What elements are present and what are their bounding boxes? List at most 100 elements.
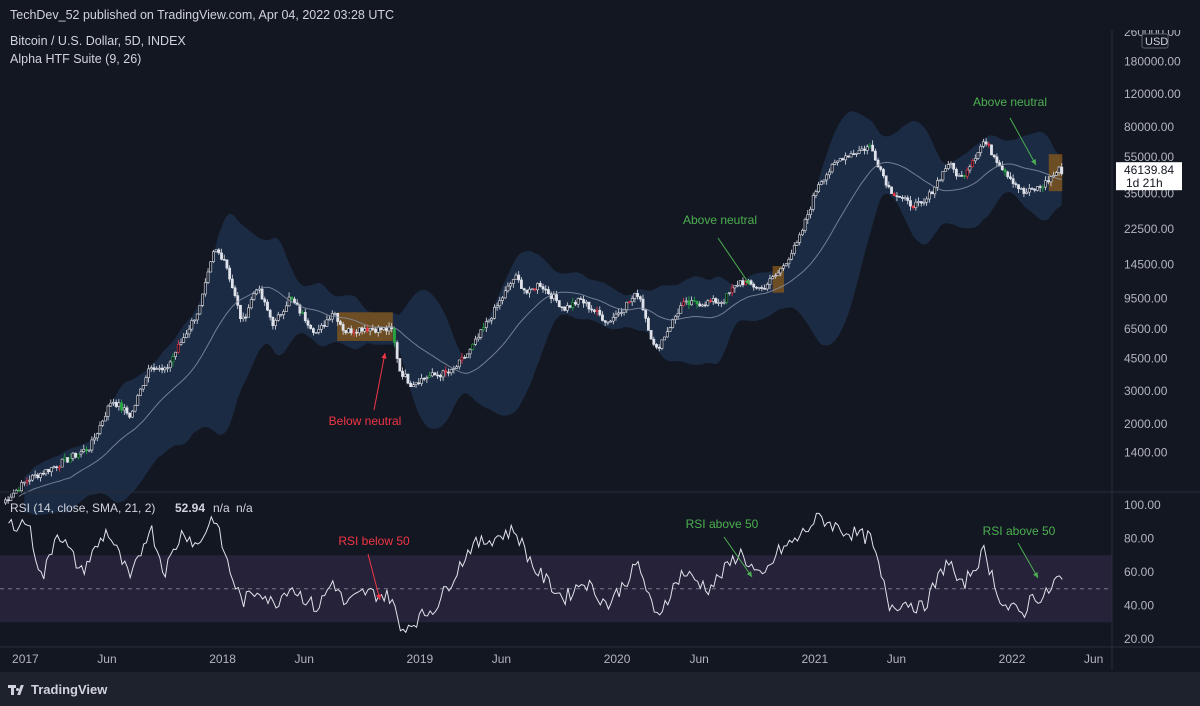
candle-body [187, 328, 191, 335]
tradingview-logo[interactable]: TradingView [8, 682, 107, 697]
candle-body [922, 201, 926, 204]
time-axis-label: 2019 [406, 652, 433, 666]
candle-body [95, 433, 99, 439]
candle-body [525, 289, 529, 294]
candle-body [684, 300, 688, 303]
candle-body [349, 328, 353, 334]
symbol-legend: Bitcoin / U.S. Dollar, 5D, INDEX [10, 34, 186, 48]
candle-body [6, 499, 10, 502]
candle-body [957, 175, 961, 177]
candle-body [360, 327, 364, 332]
candle-body [503, 290, 507, 299]
candle-body [703, 304, 707, 307]
candle-body [114, 401, 118, 407]
candle-body [614, 313, 618, 318]
candle-body [239, 304, 242, 320]
candle-body [322, 324, 326, 327]
candle-body [863, 148, 866, 151]
candle-body [363, 328, 367, 332]
candle-body [12, 492, 15, 498]
candle-body [533, 288, 537, 291]
candle-body [230, 278, 234, 289]
candle-body [468, 348, 472, 355]
candle-body [430, 372, 434, 377]
candle-body [982, 141, 985, 147]
candle-body [220, 252, 223, 260]
candle-body [403, 373, 407, 377]
candle-body [914, 201, 918, 209]
candle-body [890, 186, 893, 194]
candle-body [601, 314, 604, 321]
candle-body [420, 378, 423, 384]
candle-body [274, 320, 277, 326]
candle-body [465, 353, 469, 358]
candle-body [376, 326, 380, 333]
time-axis-label: Jun [887, 652, 906, 666]
rsi-axis-label: 60.00 [1124, 565, 1154, 579]
candle-body [809, 209, 812, 215]
candle-body [90, 439, 94, 451]
chart-svg[interactable]: 260000.00180000.00120000.0080000.0055000… [0, 25, 1200, 670]
candle-body [717, 302, 721, 304]
candle-body [266, 301, 269, 311]
chart-area[interactable]: 260000.00180000.00120000.0080000.0055000… [0, 25, 1200, 670]
price-axis-label: 180000.00 [1124, 55, 1181, 69]
candle-body [876, 159, 880, 168]
candle-body [571, 302, 575, 308]
candle-body [311, 328, 315, 333]
candle-body [1027, 188, 1031, 193]
candle-body [112, 401, 115, 404]
candle-body [31, 474, 34, 481]
candle-body [652, 338, 656, 345]
annotation-rsi-above-1-arrowhead [746, 571, 752, 577]
candle-body [60, 458, 64, 468]
candle-body [263, 298, 267, 303]
candle-body [493, 306, 496, 319]
candle-body [22, 481, 26, 484]
candle-body [1030, 188, 1034, 190]
candle-body [155, 368, 159, 370]
candle-body [636, 293, 639, 297]
candle-body [557, 300, 561, 308]
candle-body [741, 280, 745, 286]
candle-body [563, 306, 567, 311]
candle-body [1044, 180, 1047, 188]
candle-body [787, 258, 791, 265]
candle-body [433, 372, 437, 376]
candle-body [225, 259, 229, 269]
candle-body [798, 234, 802, 243]
candle-body [298, 304, 302, 314]
candle-body [987, 143, 991, 146]
annotation-above-neutral-1-arrow [717, 237, 751, 286]
candle-body [711, 298, 715, 302]
candle-body [411, 384, 415, 387]
candle-body [565, 305, 569, 311]
time-axis-label: 2021 [801, 652, 828, 666]
candle-body [773, 275, 777, 277]
candle-body [784, 263, 788, 267]
candle-body [649, 330, 653, 340]
candle-body [836, 160, 839, 163]
candle-body [719, 302, 723, 304]
candle-body [222, 259, 226, 261]
candle-body [325, 319, 329, 327]
candle-body [49, 467, 53, 473]
candle-body [176, 344, 180, 353]
candle-body [374, 328, 377, 333]
candle-body [460, 357, 464, 361]
candle-body [406, 373, 410, 384]
candle-body [800, 230, 804, 236]
candle-body [903, 197, 907, 200]
candle-body [447, 371, 450, 374]
candle-body [482, 327, 485, 330]
price-axis-label: 9500.00 [1124, 291, 1168, 305]
candle-body [306, 320, 310, 326]
candle-body [341, 324, 345, 331]
candle-body [1041, 186, 1045, 189]
candle-body [603, 320, 607, 323]
candle-body [738, 280, 742, 286]
candle-body [517, 274, 521, 281]
candle-body [309, 324, 313, 329]
candle-body [144, 377, 148, 386]
rsi-na-2: n/a [236, 501, 253, 515]
